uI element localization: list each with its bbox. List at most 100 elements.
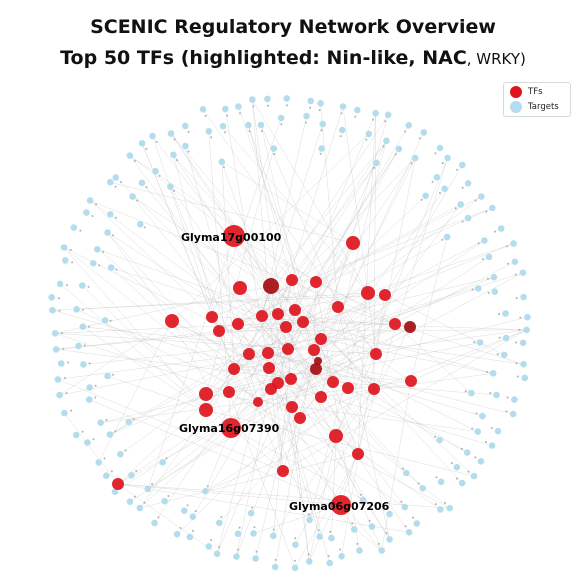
edge-arrowhead [305, 121, 307, 124]
edge-arrowhead [309, 106, 312, 109]
target-node [489, 370, 497, 377]
target-node [411, 154, 419, 162]
edge-arrowhead [151, 483, 154, 486]
tf-node [213, 325, 225, 337]
edge [59, 320, 173, 396]
edge [98, 320, 173, 463]
edge [299, 204, 461, 419]
target-node [213, 550, 221, 558]
target-node [356, 547, 363, 554]
edge-arrowhead [474, 456, 477, 459]
edge [384, 243, 514, 296]
target-node [138, 179, 146, 187]
edge [357, 113, 376, 455]
edge-arrowhead [252, 105, 255, 108]
edge-arrowhead [88, 362, 91, 365]
edge-arrowhead [145, 147, 148, 150]
target-node [73, 306, 80, 313]
edge-arrowhead [339, 135, 342, 138]
target-node [479, 412, 486, 420]
edge-arrowhead [490, 427, 493, 430]
edge [228, 391, 450, 509]
target-node [350, 526, 358, 533]
target-node [84, 439, 91, 446]
target-node [167, 183, 174, 190]
target-node [103, 472, 110, 480]
edge-arrowhead [496, 353, 499, 356]
edge-arrowhead [317, 529, 320, 532]
target-node [80, 361, 87, 368]
target-node [170, 151, 177, 159]
target-node [468, 389, 475, 397]
target-node [459, 161, 466, 169]
edge-arrowhead [487, 291, 490, 294]
target-node [271, 563, 279, 571]
target-node [125, 418, 133, 426]
tf-node [389, 318, 401, 330]
edge-arrowhead [226, 114, 229, 117]
edge-arrowhead [143, 501, 146, 504]
edge [132, 196, 270, 369]
target-node [181, 507, 188, 514]
edge-arrowhead [133, 159, 136, 162]
target-node [152, 167, 159, 175]
edge [139, 353, 250, 509]
tf-label: Glyma16g07390 [179, 422, 280, 435]
edge-arrowhead [114, 430, 117, 433]
tf-marker-icon [510, 86, 522, 98]
edge [320, 140, 387, 398]
edge-arrowhead [420, 198, 423, 201]
edge-arrowhead [394, 153, 397, 156]
edge [260, 124, 317, 370]
edge [205, 313, 279, 492]
tf-node [379, 289, 391, 301]
edge [291, 406, 310, 562]
edge-arrowhead [173, 138, 176, 141]
edge-arrowhead [87, 285, 90, 288]
target-node [372, 109, 380, 117]
edge-arrowhead [194, 510, 197, 513]
legend-item-targets: Targets [510, 101, 559, 113]
edge [267, 272, 523, 354]
edge-arrowhead [377, 542, 380, 545]
tf-node [315, 391, 327, 403]
edge [274, 349, 315, 568]
edge [82, 326, 207, 411]
edge [52, 309, 292, 380]
edge-arrowhead [114, 216, 117, 219]
edge-arrowhead [255, 550, 258, 553]
target-node [354, 106, 361, 114]
edge [233, 240, 485, 370]
edge [171, 320, 272, 390]
target-node [126, 498, 134, 506]
edge [236, 242, 354, 557]
edge [317, 360, 412, 382]
target-node [303, 112, 310, 120]
target-node [338, 553, 345, 560]
edge [57, 379, 284, 472]
target-node [383, 137, 390, 145]
edge-arrowhead [444, 501, 446, 504]
edge-arrowhead [434, 503, 437, 506]
edge-arrowhead [210, 136, 213, 139]
target-node [205, 543, 213, 550]
target-node [245, 121, 252, 129]
edge-arrowhead [519, 316, 522, 319]
target-node [510, 240, 517, 247]
edge-arrowhead [515, 341, 518, 344]
edge-arrowhead [83, 344, 86, 347]
edge [384, 294, 505, 356]
edge-arrowhead [210, 539, 213, 541]
target-node [161, 497, 168, 505]
target-node [107, 264, 115, 271]
edge-arrowhead [165, 457, 168, 460]
target-node [485, 253, 493, 261]
tf-node [329, 429, 343, 443]
target-node [474, 428, 482, 435]
edge [248, 353, 310, 520]
edge-arrowhead [474, 199, 477, 202]
edge-arrowhead [319, 152, 322, 155]
edge [89, 200, 317, 370]
tf-node [286, 401, 298, 413]
edge-arrowhead [498, 313, 501, 315]
